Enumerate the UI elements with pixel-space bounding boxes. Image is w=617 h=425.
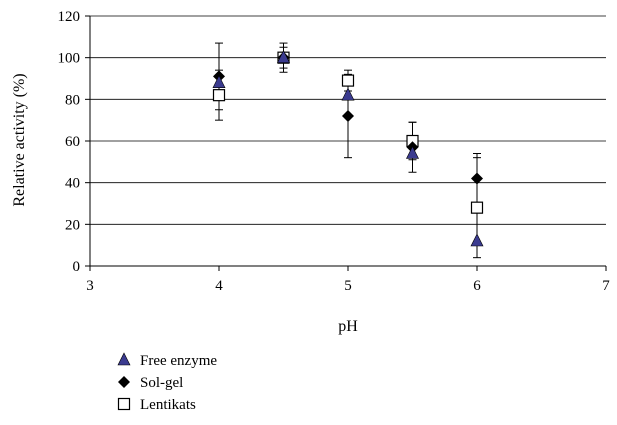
- data-point-triangle: [406, 145, 419, 159]
- data-point-triangle: [470, 233, 484, 247]
- tick-labels: 0 20 40 60 80 100 120 3 4 5 6 7: [58, 9, 611, 294]
- y-tick-label: 0: [73, 259, 81, 275]
- legend: Free enzyme Sol-gel Lentikats: [117, 352, 217, 413]
- x-tick-label: 6: [473, 278, 481, 294]
- x-tick-label: 5: [344, 278, 352, 294]
- y-axis-title: Relative activity (%): [11, 73, 28, 206]
- y-tick-label: 60: [65, 134, 80, 150]
- y-tick-label: 40: [65, 176, 80, 192]
- data-point-square: [470, 201, 484, 214]
- data-point-diamond: [471, 172, 483, 185]
- data-point-triangle: [277, 49, 290, 63]
- data-point-diamond: [342, 110, 354, 122]
- axes: [85, 15, 607, 271]
- y-tick-label: 80: [65, 92, 80, 108]
- legend-marker-diamond: [118, 376, 130, 388]
- y-tick-label: 20: [65, 217, 80, 233]
- y-tick-label: 100: [58, 51, 81, 67]
- legend-marker-square: [117, 397, 131, 411]
- x-tick-label: 3: [86, 278, 94, 294]
- legend-marker-triangle: [117, 352, 131, 366]
- x-tick-label: 4: [215, 278, 223, 294]
- data-markers: [212, 49, 484, 247]
- y-tick-label: 120: [58, 9, 81, 25]
- x-axis-title: pH: [338, 318, 358, 335]
- x-tick-label: 7: [602, 278, 610, 294]
- data-point-square: [341, 74, 355, 87]
- data-point-triangle: [341, 87, 355, 101]
- legend-label: Lentikats: [140, 397, 196, 413]
- data-point-triangle: [212, 74, 226, 88]
- legend-label: Free enzyme: [140, 353, 217, 369]
- data-point-square: [212, 89, 226, 102]
- legend-label: Sol-gel: [140, 375, 183, 391]
